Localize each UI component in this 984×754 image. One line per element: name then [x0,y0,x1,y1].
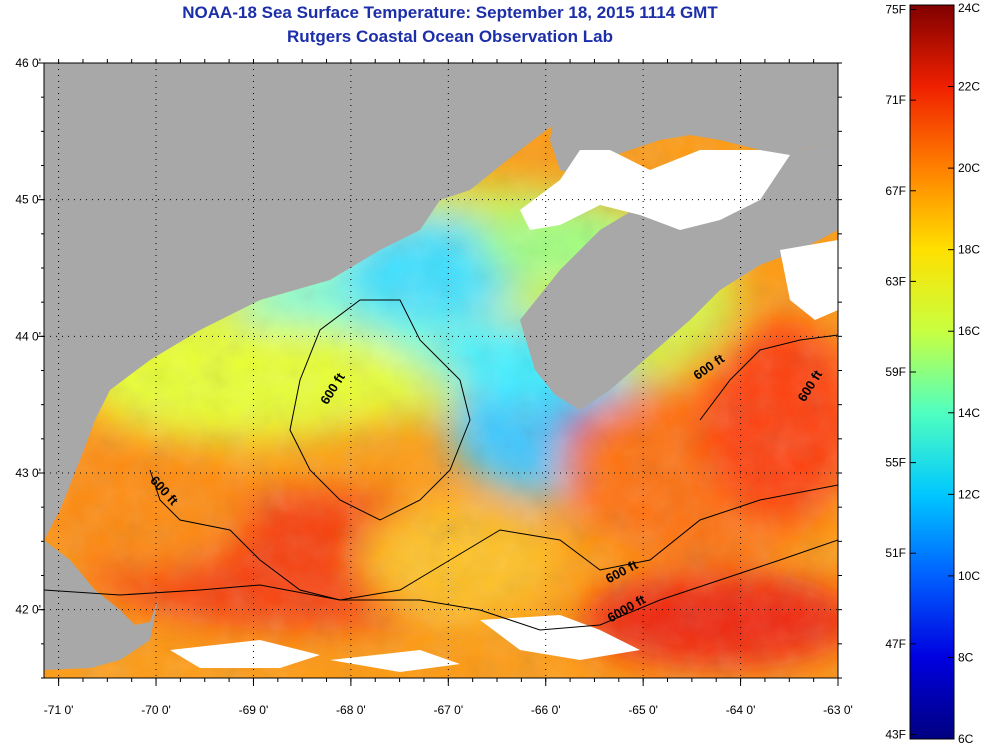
colorbar-celsius-label: 18C [958,243,980,257]
colorbar-fahrenheit-label: 47F [885,637,906,651]
lon-tick-label: -66 0' [531,703,561,717]
colorbar-celsius-label: 14C [958,406,980,420]
lon-tick-label: -67 0' [433,703,463,717]
graticule [44,63,838,678]
lat-tick-label: 45 0' [15,193,41,207]
colorbar-celsius-label: 22C [958,80,980,94]
colorbar [909,4,955,740]
contour-600ft-gulf [149,469,838,601]
lat-tick-label: 44 0' [15,329,41,343]
colorbar-celsius-label: 12C [958,487,980,501]
axis-labels: -71 0' -70 0' -69 0' -68 0' -67 0' -66 0' -65 … [15,56,852,717]
contour-600ft-scotian [699,334,838,421]
colorbar-fahrenheit-label: 63F [885,274,906,288]
colorbar-celsius-label: 6C [958,732,974,746]
sst-field [44,63,838,678]
lon-tick-label: -71 0' [44,703,74,717]
lon-tick-label: -63 0' [823,703,853,717]
no-data-nova-scotia-east [780,240,838,320]
map-title: NOAA-18 Sea Surface Temperature: Septemb… [182,3,718,22]
colorbar-celsius-label: 16C [958,324,980,338]
colorbar-fahrenheit-label: 55F [885,456,906,470]
colorbar-fahrenheit-label: 71F [885,93,906,107]
lat-tick-label: 43 0' [15,466,41,480]
colorbar-celsius-label: 10C [958,569,980,583]
colorbar-labels: 24C 22C 20C 18C 16C 14C 12C 10C 8C 6C 75F 71F 67F 63F… [885,1,980,746]
colorbar-celsius-label: 24C [958,1,980,15]
land-nova-scotia [520,140,838,410]
colorbar-fahrenheit-label: 59F [885,365,906,379]
colorbar-fahrenheit-label: 67F [885,184,906,198]
lon-tick-label: -69 0' [239,703,269,717]
no-data-bay-of-fundy [520,150,790,230]
colorbar-fahrenheit-label: 43F [885,727,906,741]
contour-6000ft [44,539,838,631]
no-data-south-clouds [170,615,640,672]
land-cape-cod [44,540,158,670]
lon-tick-label: -64 0' [726,703,756,717]
contour-600ft-inner [289,299,471,521]
map-subtitle: Rutgers Coastal Ocean Observation Lab [287,27,613,46]
colorbar-celsius-label: 8C [958,650,974,664]
bathymetry-contours [44,299,838,631]
colorbar-fahrenheit-label: 75F [885,3,906,17]
lon-tick-label: -70 0' [141,703,171,717]
colorbar-fahrenheit-label: 51F [885,546,906,560]
lat-tick-label: 46 0' [15,56,41,70]
lon-tick-label: -68 0' [336,703,366,717]
lon-tick-label: -65 0' [628,703,658,717]
lat-tick-label: 42 0' [15,603,41,617]
land-new-england [44,63,560,540]
colorbar-celsius-label: 20C [958,161,980,175]
land-new-brunswick [550,63,838,175]
axis-ticks [38,59,842,686]
